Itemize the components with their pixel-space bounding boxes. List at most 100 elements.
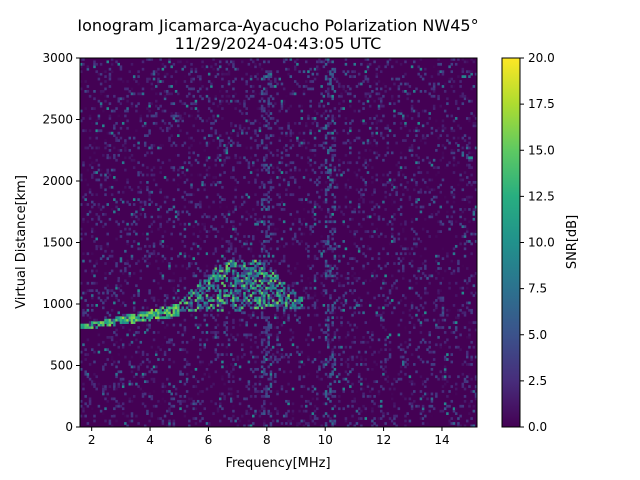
heatmap-cell [263, 215, 266, 219]
heatmap-cell [428, 203, 431, 206]
heatmap-cell [223, 149, 226, 152]
heatmap-cell [371, 272, 374, 275]
heatmap-cell [315, 257, 319, 261]
heatmap-cell [402, 264, 405, 268]
heatmap-cell [377, 350, 381, 354]
heatmap-cell [430, 392, 434, 396]
heatmap-cell [437, 230, 440, 233]
heatmap-cell [205, 387, 209, 391]
heatmap-cell [232, 404, 235, 408]
heatmap-cell [252, 279, 255, 283]
heatmap-cell [353, 397, 356, 401]
heatmap-cell [247, 294, 251, 297]
heatmap-cell [298, 375, 301, 379]
heatmap-cell [424, 392, 427, 396]
heatmap-cell [280, 237, 284, 241]
heatmap-cell [168, 348, 171, 352]
heatmap-cell [212, 284, 215, 288]
heatmap-cell [86, 338, 90, 342]
heatmap-cell [329, 269, 332, 273]
heatmap-cell [238, 333, 242, 337]
heatmap-cell [221, 301, 224, 305]
heatmap-cell [340, 92, 343, 96]
heatmap-cell [426, 276, 429, 280]
heatmap-cell [313, 171, 317, 174]
heatmap-cell [170, 232, 173, 236]
heatmap-cell [322, 200, 326, 204]
heatmap-cell [382, 311, 385, 315]
heatmap-cell [258, 291, 262, 295]
heatmap-cell [260, 306, 264, 310]
heatmap-cell [238, 308, 242, 312]
heatmap-cell [419, 323, 423, 327]
heatmap-cell [238, 281, 242, 285]
heatmap-cell [170, 313, 173, 317]
heatmap-cell [137, 350, 140, 354]
heatmap-cell [104, 188, 107, 192]
heatmap-cell [364, 350, 368, 354]
heatmap-cell [223, 215, 226, 219]
heatmap-cell [375, 306, 379, 310]
heatmap-cell [313, 422, 317, 425]
heatmap-cell [329, 72, 332, 76]
heatmap-cell [435, 212, 438, 216]
heatmap-cell [212, 338, 215, 342]
heatmap-cell [265, 340, 268, 344]
heatmap-cell [265, 424, 268, 427]
heatmap-cell [393, 109, 396, 113]
heatmap-cell [307, 422, 310, 425]
heatmap-cell [227, 80, 231, 83]
heatmap-cell [232, 62, 235, 66]
heatmap-cell [241, 77, 244, 81]
heatmap-cell [256, 119, 259, 123]
heatmap-cell [130, 399, 134, 403]
heatmap-cell [128, 397, 132, 401]
heatmap-cell [88, 326, 92, 329]
heatmap-cell [137, 331, 140, 334]
heatmap-cell [408, 262, 412, 265]
heatmap-cell [346, 139, 350, 142]
heatmap-cell [238, 264, 242, 268]
heatmap-cell [254, 286, 257, 290]
heatmap-cell [276, 70, 279, 74]
heatmap-cell [121, 161, 125, 165]
heatmap-cell [274, 313, 277, 317]
heatmap-cell [309, 67, 312, 71]
heatmap-cell [146, 328, 149, 332]
heatmap-cell [344, 247, 348, 251]
heatmap-cell [333, 232, 337, 236]
heatmap-cell [309, 131, 312, 135]
heatmap-cell [179, 372, 182, 376]
heatmap-cell [229, 176, 233, 179]
heatmap-cell [91, 380, 94, 384]
heatmap-cell [82, 252, 85, 256]
heatmap-cell [234, 153, 237, 157]
heatmap-cell [148, 254, 151, 258]
heatmap-cell [234, 188, 237, 192]
heatmap-cell [137, 365, 140, 369]
heatmap-cell [357, 168, 361, 172]
heatmap-cell [287, 419, 290, 423]
heatmap-cell [192, 375, 195, 379]
heatmap-cell [205, 296, 209, 300]
heatmap-cell [170, 112, 173, 115]
heatmap-cell [382, 414, 385, 418]
heatmap-cell [93, 60, 96, 64]
heatmap-cell [161, 254, 165, 258]
heatmap-cell [366, 62, 370, 66]
heatmap-cell [256, 367, 259, 371]
heatmap-cell [163, 326, 167, 329]
heatmap-cell [166, 210, 169, 214]
heatmap-cell [296, 281, 299, 285]
heatmap-cell [395, 286, 398, 290]
heatmap-cell [159, 80, 162, 83]
heatmap-cell [91, 146, 94, 150]
heatmap-cell [93, 419, 96, 423]
heatmap-cell [457, 149, 460, 152]
heatmap-cell [397, 301, 401, 305]
heatmap-cell [285, 193, 288, 197]
heatmap-cell [212, 276, 215, 280]
heatmap-cell [161, 67, 165, 71]
heatmap-cell [102, 392, 105, 396]
heatmap-cell [115, 121, 118, 125]
